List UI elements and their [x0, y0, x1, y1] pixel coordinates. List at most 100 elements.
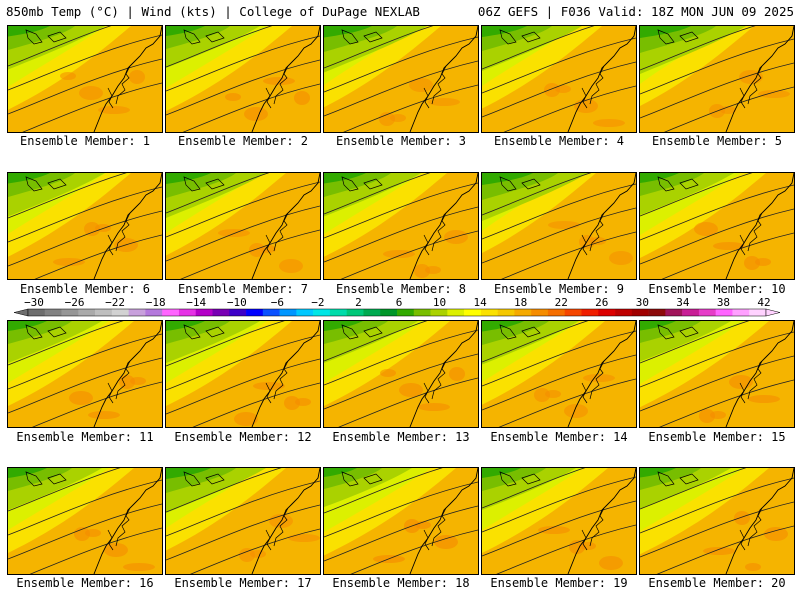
- colorbar-right-arrow: [765, 308, 781, 317]
- ensemble-member-caption: Ensemble Member: 15: [648, 430, 786, 444]
- ensemble-member-map: [323, 172, 479, 280]
- ensemble-member-map: [481, 25, 637, 133]
- colorbar-tick-label: −30: [24, 296, 44, 309]
- colorbar-tick-label: −22: [105, 296, 125, 309]
- colorbar-swatch: [598, 309, 616, 316]
- colorbar-tick-label: 14: [473, 296, 487, 309]
- colorbar-swatch: [397, 309, 415, 316]
- ensemble-member-map: [639, 467, 795, 575]
- ensemble-member-map: [7, 467, 163, 575]
- ensemble-member-map: [323, 467, 479, 575]
- colorbar-swatch: [44, 309, 62, 316]
- colorbar-swatch: [581, 309, 599, 316]
- colorbar-tick-label: 26: [595, 296, 608, 309]
- ensemble-member-caption: Ensemble Member: 4: [493, 134, 625, 148]
- ensemble-member-map: [7, 25, 163, 133]
- colorbar-swatch: [178, 309, 197, 316]
- ensemble-member-map: [639, 320, 795, 428]
- colorbar-swatch: [313, 309, 331, 316]
- colorbar-swatch: [229, 309, 247, 316]
- colorbar-swatch: [162, 309, 180, 316]
- colorbar-swatch: [648, 309, 666, 316]
- colorbar-swatch: [111, 309, 129, 316]
- ensemble-member-map: [323, 320, 479, 428]
- colorbar-swatch: [279, 309, 297, 316]
- colorbar-tick-label: −18: [146, 296, 166, 309]
- colorbar-tick-label: −2: [311, 296, 324, 309]
- temperature-colorbar: −30 −26 −22 −18 −14 −10 −6 −2 2 6 10 14 18 22 26 30 34 38…: [0, 296, 800, 322]
- ensemble-member-caption: Ensemble Member: 9: [493, 282, 625, 296]
- ensemble-member-caption: Ensemble Member: 13: [332, 430, 470, 444]
- colorbar-left-arrow: [13, 308, 29, 317]
- ensemble-member-caption: Ensemble Member: 10: [648, 282, 786, 296]
- colorbar-swatch: [78, 309, 96, 316]
- colorbar-swatch: [547, 309, 566, 316]
- colorbar-tick-label: −14: [186, 296, 206, 309]
- ensemble-member-map: [7, 320, 163, 428]
- ensemble-member-caption: Ensemble Member: 14: [490, 430, 628, 444]
- colorbar-tick-label: 38: [717, 296, 730, 309]
- colorbar-swatch: [61, 309, 79, 316]
- ensemble-member-caption: Ensemble Member: 18: [332, 576, 470, 590]
- colorbar-swatch: [380, 309, 398, 316]
- colorbar-tick-label: 34: [676, 296, 690, 309]
- ensemble-member-caption: Ensemble Member: 7: [177, 282, 309, 296]
- colorbar-swatch: [430, 309, 448, 316]
- colorbar-swatch: [346, 309, 364, 316]
- colorbar-swatch: [296, 309, 314, 316]
- colorbar-swatch: [531, 309, 549, 316]
- colorbar-tick-label: 2: [355, 296, 362, 309]
- colorbar-tick-label: 30: [636, 296, 649, 309]
- colorbar-swatch: [262, 309, 280, 316]
- colorbar-swatch: [732, 309, 750, 316]
- colorbar-swatch: [698, 309, 716, 316]
- ensemble-member-caption: Ensemble Member: 3: [335, 134, 467, 148]
- colorbar-tick-label: 18: [514, 296, 527, 309]
- colorbar-swatch: [95, 309, 113, 316]
- colorbar-swatch: [212, 309, 230, 316]
- colorbar-swatch: [363, 309, 381, 316]
- colorbar-swatch: [413, 309, 431, 316]
- colorbar-swatch: [246, 309, 264, 316]
- ensemble-member-caption: Ensemble Member: 20: [648, 576, 786, 590]
- colorbar-swatch: [497, 309, 515, 316]
- colorbar-swatch: [715, 309, 733, 316]
- ensemble-member-map: [481, 172, 637, 280]
- model-run-info: 06Z GEFS | F036 Valid: 18Z MON JUN 09 20…: [477, 4, 794, 19]
- colorbar-swatch: [447, 309, 465, 316]
- colorbar-tick-label: 42: [757, 296, 770, 309]
- colorbar-tick-label: 22: [555, 296, 568, 309]
- ensemble-member-map: [165, 25, 321, 133]
- colorbar-swatch: [615, 309, 633, 316]
- ensemble-member-map: [481, 467, 637, 575]
- colorbar-swatch: [749, 309, 767, 316]
- ensemble-member-caption: Ensemble Member: 11: [16, 430, 154, 444]
- ensemble-member-caption: Ensemble Member: 1: [19, 134, 151, 148]
- colorbar-swatch: [631, 309, 649, 316]
- ensemble-member-caption: Ensemble Member: 17: [174, 576, 312, 590]
- colorbar-swatch: [145, 309, 163, 316]
- ensemble-member-map: [639, 25, 795, 133]
- colorbar-tick-label: −6: [271, 296, 284, 309]
- colorbar-swatch: [329, 309, 347, 316]
- colorbar-tick-label: 10: [433, 296, 446, 309]
- ensemble-member-caption: Ensemble Member: 16: [16, 576, 154, 590]
- colorbar-swatch: [480, 309, 498, 316]
- ensemble-member-map: [323, 25, 479, 133]
- ensemble-member-map: [481, 320, 637, 428]
- colorbar-swatch: [195, 309, 213, 316]
- ensemble-member-caption: Ensemble Member: 12: [174, 430, 312, 444]
- ensemble-member-map: [165, 172, 321, 280]
- ensemble-member-caption: Ensemble Member: 8: [335, 282, 467, 296]
- colorbar-swatch: [665, 309, 683, 316]
- colorbar-swatch: [28, 309, 46, 316]
- ensemble-member-caption: Ensemble Member: 6: [19, 282, 151, 296]
- colorbar-swatch: [514, 309, 532, 316]
- ensemble-member-map: [165, 320, 321, 428]
- ensemble-member-map: [165, 467, 321, 575]
- ensemble-member-caption: Ensemble Member: 2: [177, 134, 309, 148]
- map-title: 850mb Temp (°C) | Wind (kts) | College o…: [6, 4, 420, 19]
- colorbar-swatch: [464, 309, 482, 316]
- colorbar-tick-label: −26: [65, 296, 85, 309]
- colorbar-swatch: [682, 309, 700, 316]
